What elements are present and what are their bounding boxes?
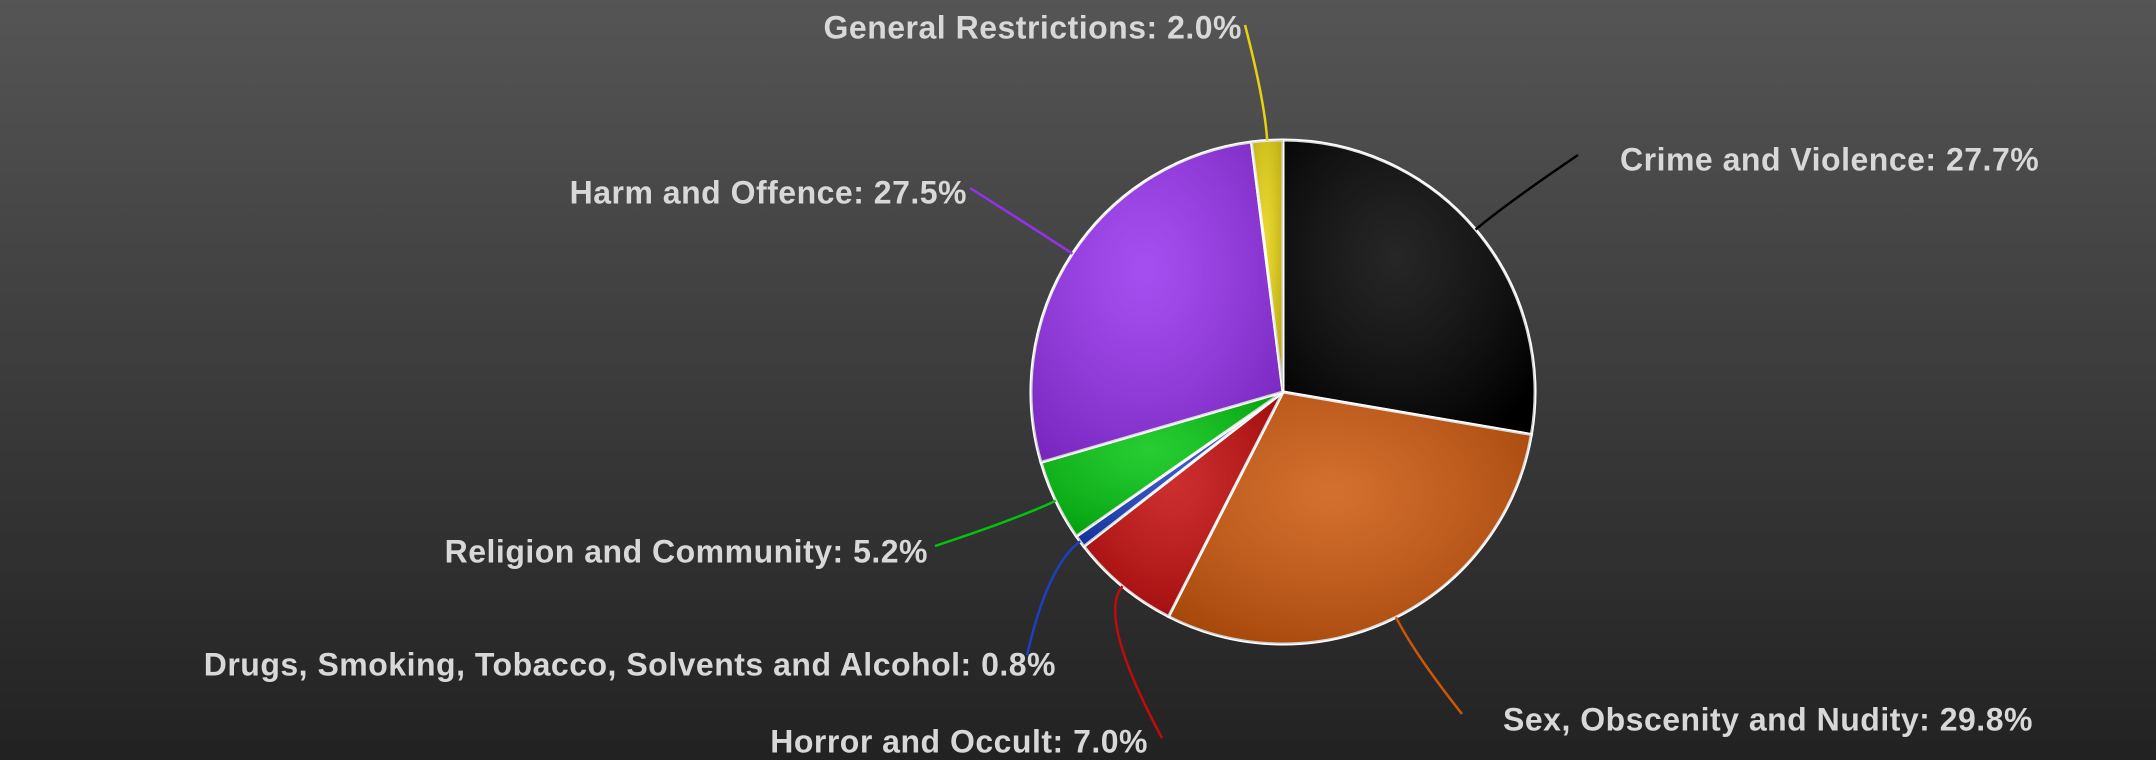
connector — [934, 499, 1057, 548]
data-label: Horror and Occult: 7.0% — [770, 723, 1148, 759]
data-label: Crime and Violence: 27.7% — [1620, 141, 2039, 177]
pie-slice — [1281, 138, 1537, 437]
connector — [1243, 24, 1269, 141]
data-label: Harm and Offence: 27.5% — [570, 174, 967, 210]
data-label: Religion and Community: 5.2% — [445, 533, 928, 569]
connector — [969, 186, 1074, 255]
data-label: Sex, Obscenity and Nudity: 29.8% — [1503, 701, 2033, 737]
connector — [1394, 616, 1463, 715]
data-label: Drugs, Smoking, Tobacco, Solvents and Al… — [204, 646, 1056, 682]
connector — [1113, 585, 1164, 739]
connector — [1025, 540, 1081, 656]
connector — [1474, 153, 1579, 231]
data-label: General Restrictions: 2.0% — [824, 9, 1242, 45]
